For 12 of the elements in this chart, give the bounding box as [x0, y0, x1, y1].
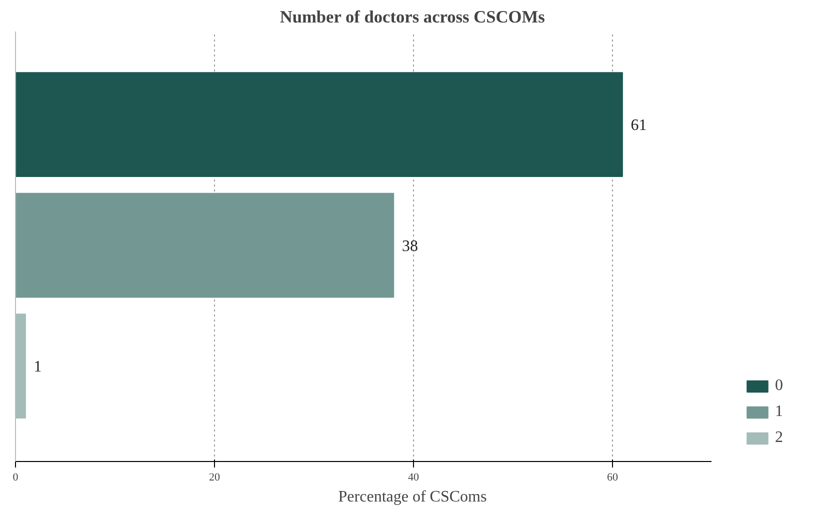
x-tick-label: 20 — [208, 472, 220, 484]
x-tick-label: 40 — [408, 472, 420, 484]
legend-label: 2 — [775, 429, 784, 447]
data-label: 61 — [630, 117, 647, 134]
chart-title: Number of doctors across CSCOMs — [280, 8, 546, 26]
x-tick-label: 60 — [606, 472, 618, 484]
x-axis-title: Percentage of CSComs — [338, 488, 487, 506]
data-label: 38 — [402, 238, 418, 255]
legend-label: 0 — [775, 377, 784, 395]
legend-label: 1 — [775, 403, 784, 421]
x-tick-label: 0 — [12, 472, 19, 484]
data-label: 1 — [34, 358, 42, 376]
